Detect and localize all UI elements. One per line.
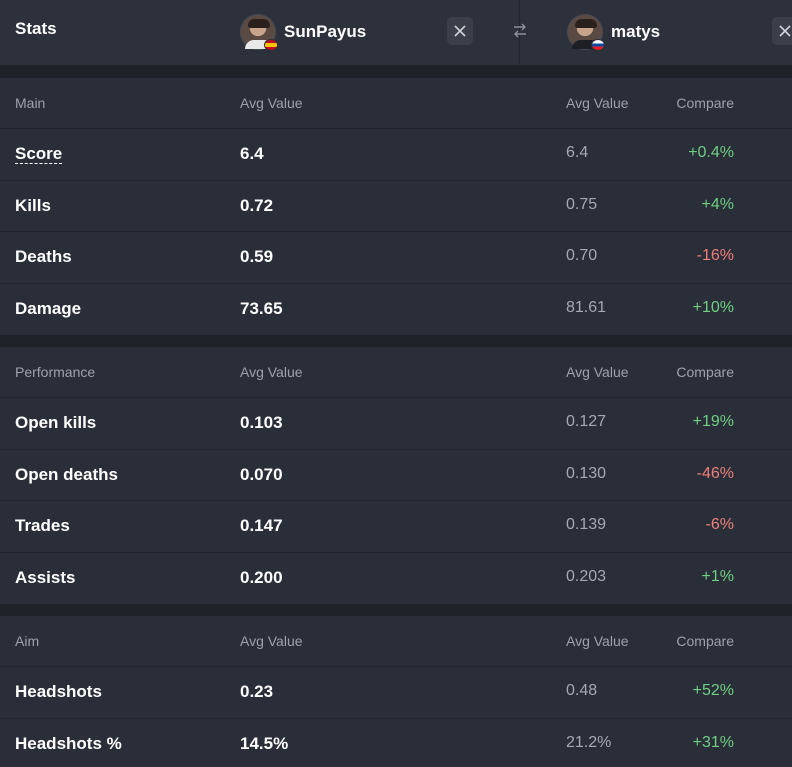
compare-value: +4% <box>701 195 734 213</box>
stat-name: Headshots % <box>15 733 122 753</box>
table-row: Deaths 0.59 0.70 -16% <box>0 232 792 284</box>
stat-name[interactable]: Score <box>15 144 63 164</box>
close-icon <box>779 25 791 37</box>
section-header: Performance Avg Value Avg Value Compare <box>0 347 792 398</box>
section-aim: Aim Avg Value Avg Value Compare Headshot… <box>0 616 792 767</box>
player-2-value: 0.70 <box>566 247 598 264</box>
remove-player-1-button[interactable] <box>447 17 473 45</box>
compare-value: +19% <box>692 413 734 430</box>
stat-name: Kills <box>15 195 51 215</box>
column-header-avg: Avg Value <box>240 364 303 380</box>
column-header-avg: Avg Value <box>566 364 629 380</box>
section-title: Aim <box>15 633 40 649</box>
compare-value: +31% <box>692 733 734 751</box>
table-row: Open kills 0.103 0.127 +19% <box>0 398 792 450</box>
table-row: Kills 0.72 0.75 +4% <box>0 181 792 232</box>
stat-name: Headshots <box>15 682 102 701</box>
player-1-value: 0.72 <box>240 195 274 215</box>
player-1-value: 0.103 <box>240 413 283 432</box>
player-1-value: 0.200 <box>240 567 283 587</box>
section-header: Aim Avg Value Avg Value Compare <box>0 616 792 667</box>
player-2-value: 0.75 <box>566 195 598 213</box>
table-row: Damage 73.65 81.61 +10% <box>0 284 792 336</box>
compare-header: Stats SunPayus matys <box>0 0 792 66</box>
column-header-avg: Avg Value <box>240 95 303 111</box>
table-row: Score 6.4 6.4 +0.4% <box>0 129 792 181</box>
player-2-value: 0.130 <box>566 464 607 482</box>
compare-value: +0.4% <box>688 144 734 161</box>
stat-name: Open kills <box>15 413 97 432</box>
player-2-value: 0.127 <box>566 413 607 430</box>
swap-icon <box>514 23 526 38</box>
player-1-value: 0.59 <box>240 247 274 266</box>
section-performance: Performance Avg Value Avg Value Compare … <box>0 347 792 604</box>
player-2-value: 0.139 <box>566 516 607 533</box>
table-row: Assists 0.200 0.203 +1% <box>0 553 792 605</box>
slovakia-flag-icon <box>591 39 605 51</box>
player-1-name[interactable]: SunPayus <box>284 22 367 41</box>
column-header-avg: Avg Value <box>566 633 629 649</box>
column-header-avg: Avg Value <box>566 95 629 111</box>
player-2-value: 0.203 <box>566 567 607 585</box>
stat-name: Deaths <box>15 247 72 266</box>
table-row: Open deaths 0.070 0.130 -46% <box>0 450 792 501</box>
player-2-avatar <box>567 14 605 51</box>
stat-name: Damage <box>15 298 82 318</box>
compare-value: -46% <box>696 464 734 482</box>
player-1-value: 0.147 <box>240 516 283 535</box>
player-2-name[interactable]: matys <box>611 22 661 41</box>
player-1-value: 73.65 <box>240 298 283 318</box>
player-1-value: 0.23 <box>240 682 274 701</box>
player-1-value: 6.4 <box>240 144 264 163</box>
column-header-compare: Compare <box>676 633 734 649</box>
table-row: Trades 0.147 0.139 -6% <box>0 501 792 553</box>
stat-name: Open deaths <box>15 464 118 484</box>
spain-flag-icon <box>264 39 278 51</box>
section-title: Main <box>15 95 46 111</box>
player-1[interactable]: SunPayus <box>240 12 366 52</box>
player-2-value: 81.61 <box>566 298 607 316</box>
stats-title: Stats <box>15 19 57 38</box>
table-row: Headshots 0.23 0.48 +52% <box>0 667 792 719</box>
stat-name: Trades <box>15 516 70 535</box>
column-header-avg: Avg Value <box>240 633 303 649</box>
player-2[interactable]: matys <box>567 12 660 52</box>
player-2-value: 6.4 <box>566 144 589 161</box>
column-header-compare: Compare <box>676 95 734 111</box>
close-icon <box>454 25 466 37</box>
player-1-value: 14.5% <box>240 733 289 753</box>
table-row: Headshots % 14.5% 21.2% +31% <box>0 719 792 767</box>
stat-name: Assists <box>15 567 76 587</box>
swap-players-button[interactable] <box>509 20 531 42</box>
compare-value: +52% <box>692 682 734 699</box>
compare-value: +1% <box>701 567 734 585</box>
compare-value: -16% <box>696 247 734 264</box>
compare-value: -6% <box>705 516 734 533</box>
section-title: Performance <box>15 364 96 380</box>
section-main: Main Avg Value Avg Value Compare Score 6… <box>0 78 792 335</box>
column-header-compare: Compare <box>676 364 734 380</box>
player-2-value: 0.48 <box>566 682 598 699</box>
player-1-value: 0.070 <box>240 464 283 484</box>
compare-value: +10% <box>692 298 734 316</box>
player-1-avatar <box>240 14 278 51</box>
section-header: Main Avg Value Avg Value Compare <box>0 78 792 129</box>
player-2-value: 21.2% <box>566 733 612 751</box>
remove-player-2-button[interactable] <box>772 17 792 45</box>
